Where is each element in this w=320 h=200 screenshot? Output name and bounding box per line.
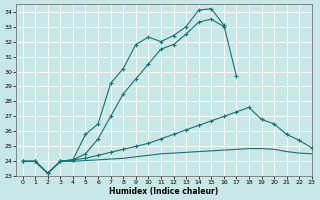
X-axis label: Humidex (Indice chaleur): Humidex (Indice chaleur): [109, 187, 219, 196]
